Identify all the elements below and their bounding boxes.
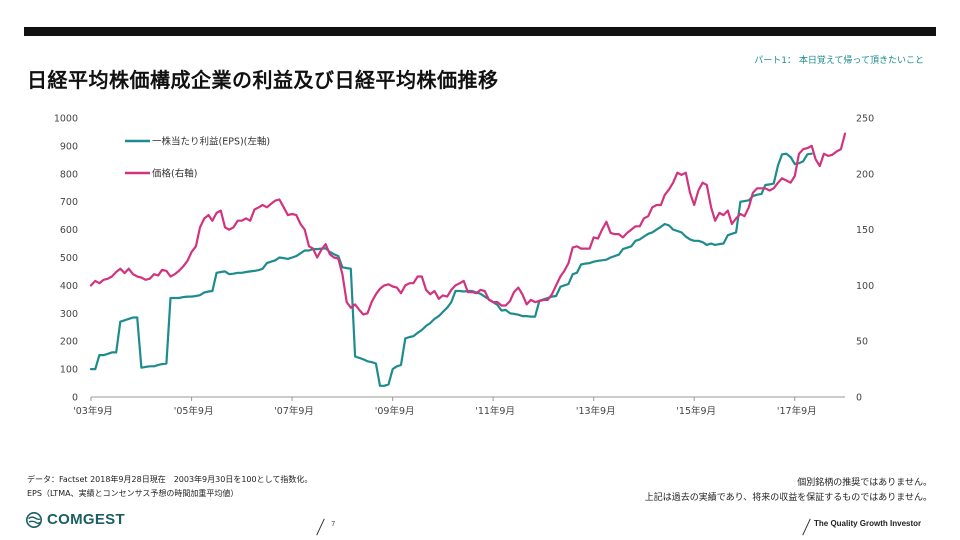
x-tick-label: '07年9月 <box>274 405 314 417</box>
y-left-tick-label: 900 <box>60 141 78 152</box>
y-left-tick-label: 1000 <box>54 114 78 125</box>
x-tick-label: '03年9月 <box>73 405 113 417</box>
y-left-tick-label: 800 <box>60 169 78 180</box>
eps-definition-note: EPS（LTMA、実績とコンセンサス予想の時間加重平均値） <box>27 489 239 498</box>
y-axis-right-ticks: 0 50 100 150 200 250 <box>856 114 874 404</box>
x-tick-label: '11年9月 <box>475 405 515 417</box>
x-tick-label: '15年9月 <box>676 405 716 417</box>
disclaimer-past-performance: 上記は過去の実績であり、将来の収益を保証するものではありません。 <box>644 493 932 503</box>
globe-icon <box>26 511 42 528</box>
y-right-tick-label: 150 <box>856 225 874 236</box>
y-right-tick-label: 50 <box>856 337 868 348</box>
y-right-tick-label: 100 <box>856 281 874 292</box>
x-tick-label: '13年9月 <box>576 405 616 417</box>
data-source-note: データ：Factset 2018年9月28日現在 2003年9月30日を100と… <box>27 475 313 484</box>
price-series-line <box>89 132 847 316</box>
eps-series-line <box>89 152 813 387</box>
y-left-tick-label: 700 <box>60 197 78 208</box>
y-left-tick-label: 600 <box>60 225 78 236</box>
page-number: 7 <box>331 520 336 528</box>
y-axis-left-ticks: 0 100 200 300 400 500 600 700 800 900 1000 <box>54 114 78 404</box>
x-axis-ticks: '03年9月 '05年9月 '07年9月 '09年9月 '11年9月 '13年9月 '15年… <box>73 397 817 417</box>
page-title: 日経平均株価構成企業の利益及び日経平均株価推移 <box>27 68 499 92</box>
chart-legend: 一株当たり利益(EPS)(左軸) 価格(右軸) <box>125 136 270 180</box>
x-tick-label: '05年9月 <box>174 405 214 417</box>
x-tick-label: '09年9月 <box>375 405 415 417</box>
logo-wordmark: COMGEST <box>47 511 125 528</box>
section-subtitle: パート1： 本日覚えて帰って頂きたいこと <box>754 56 924 66</box>
header-bar <box>24 27 936 36</box>
legend-label: 価格(右軸) <box>152 168 197 180</box>
chart-series <box>89 132 847 387</box>
tagline: The Quality Growth Investor <box>814 519 922 528</box>
y-right-tick-label: 0 <box>856 393 862 404</box>
y-left-tick-label: 0 <box>72 393 78 404</box>
x-tick-label: '17年9月 <box>777 405 817 417</box>
y-right-tick-label: 250 <box>856 114 874 125</box>
y-left-tick-label: 100 <box>60 365 78 376</box>
y-left-tick-label: 400 <box>60 281 78 292</box>
disclaimer-recommendation: 個別銘柄の推奨ではありません。 <box>797 478 932 488</box>
y-left-tick-label: 500 <box>60 253 78 264</box>
comgest-logo: COMGEST <box>26 511 125 528</box>
y-right-tick-label: 200 <box>856 169 874 180</box>
y-left-tick-label: 300 <box>60 309 78 320</box>
legend-label: 一株当たり利益(EPS)(左軸) <box>152 136 270 148</box>
y-left-tick-label: 200 <box>60 337 78 348</box>
